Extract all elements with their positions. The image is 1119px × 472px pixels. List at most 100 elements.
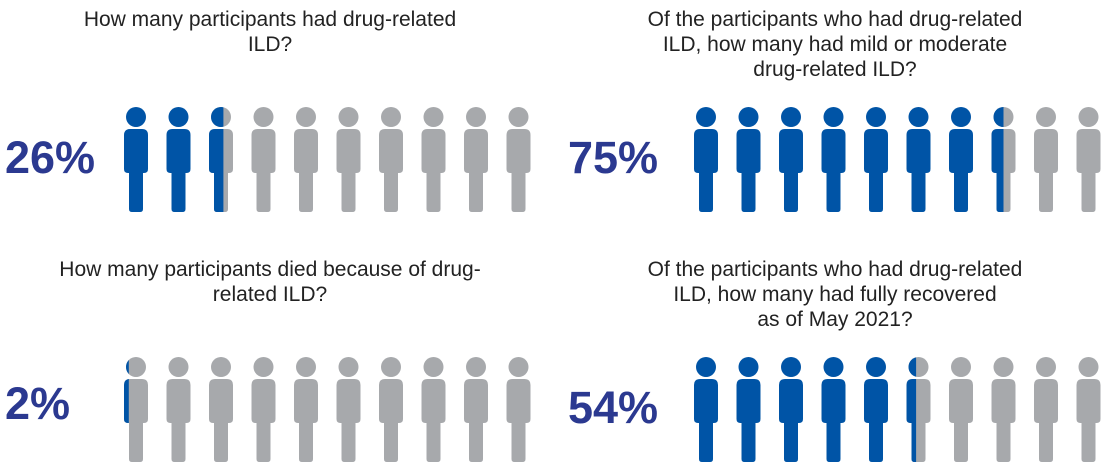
- person-head: [296, 107, 316, 127]
- question-line: Of the participants who had drug-related: [647, 258, 1023, 281]
- person-body: [166, 129, 191, 212]
- percent-label: 26%: [5, 132, 96, 183]
- person-icon-filled: [821, 357, 846, 462]
- person-body: [1076, 379, 1101, 462]
- person-icon-filled: [864, 357, 888, 462]
- person-head: [338, 107, 359, 127]
- panel-mild-moderate-ild: Of the participants who had drug-related…: [565, 7, 1105, 222]
- person-icon-empty: [379, 357, 403, 462]
- person-head: [253, 107, 274, 127]
- person-body: [906, 379, 917, 462]
- person-icon-filled: [949, 107, 973, 212]
- person-icon-filled: [736, 357, 761, 462]
- question-line: How many participants had drug-related: [83, 8, 457, 31]
- person-body: [1076, 129, 1101, 212]
- person-head: [823, 357, 844, 377]
- panel-drug-related-ild: How many participants had drug-related I…: [0, 7, 540, 222]
- question-line: ILD?: [247, 33, 293, 56]
- person-body: [506, 129, 531, 212]
- person-icon-empty: [464, 357, 488, 462]
- person-icon-empty: [379, 107, 403, 212]
- person-body: [906, 129, 931, 212]
- person-icon-empty: [294, 357, 318, 462]
- person-icon-empty: [949, 357, 973, 462]
- person-head: [781, 357, 801, 377]
- person-body: [821, 379, 846, 462]
- person-fill-portion: [124, 360, 129, 423]
- panel-died-ild: How many participants died because of dr…: [0, 257, 540, 472]
- person-icon-filled: [821, 107, 846, 212]
- person-body: [694, 379, 718, 462]
- person-body: [251, 129, 276, 212]
- person-head: [696, 357, 716, 377]
- question-line: ILD, how many had mild or moderate: [662, 33, 1008, 56]
- person-icon-empty: [1076, 107, 1101, 212]
- person-icon-filled: [166, 107, 191, 212]
- question-line: How many participants died because of dr…: [59, 258, 481, 281]
- person-body: [864, 379, 888, 462]
- person-fill-portion: [991, 107, 1004, 212]
- people-pictograph: [694, 357, 1101, 462]
- person-body: [1034, 129, 1058, 212]
- panel-question: How many participants had drug-related I…: [0, 7, 540, 57]
- question-line: related ILD?: [212, 283, 328, 306]
- person-head: [738, 357, 759, 377]
- question-line: as of May 2021?: [757, 308, 913, 331]
- person-body: [421, 129, 446, 212]
- person-body: [736, 379, 761, 462]
- panel-question: Of the participants who had drug-related…: [565, 257, 1105, 332]
- person-head: [381, 357, 401, 377]
- person-head: [738, 107, 759, 127]
- person-body: [251, 379, 276, 462]
- person-body: [779, 379, 803, 462]
- person-head: [211, 357, 231, 377]
- person-head: [508, 357, 529, 377]
- person-head: [211, 107, 224, 127]
- question-line: Of the participants who had drug-related: [647, 8, 1023, 31]
- person-icon-empty: [421, 357, 446, 462]
- person-icon-empty: [1034, 107, 1058, 212]
- person-body: [421, 379, 446, 462]
- person-head: [866, 107, 886, 127]
- person-head: [696, 107, 716, 127]
- person-head: [1078, 107, 1099, 127]
- person-head: [126, 360, 129, 374]
- person-body: [336, 379, 361, 462]
- person-body: [736, 129, 761, 212]
- person-body: [949, 129, 973, 212]
- person-icon-filled: [906, 107, 931, 212]
- person-head: [951, 357, 971, 377]
- person-fill-portion: [209, 107, 224, 212]
- person-head: [423, 107, 444, 127]
- person-head: [993, 357, 1014, 377]
- person-body: [336, 129, 361, 212]
- person-icon-empty: [336, 107, 361, 212]
- person-icon-empty: [209, 357, 233, 462]
- person-icon-empty: [1076, 357, 1101, 462]
- person-head: [1036, 357, 1056, 377]
- people-pictograph: [124, 357, 531, 462]
- person-body: [821, 129, 846, 212]
- person-body: [294, 129, 318, 212]
- person-body: [379, 129, 403, 212]
- person-icon-empty: [294, 107, 318, 212]
- person-icon-partial: [906, 357, 931, 462]
- person-icon-empty: [991, 357, 1016, 462]
- person-head: [466, 357, 486, 377]
- person-head: [908, 107, 929, 127]
- person-icon-empty: [506, 357, 531, 462]
- person-head: [823, 107, 844, 127]
- person-icon-empty: [251, 357, 276, 462]
- person-icon-filled: [736, 107, 761, 212]
- person-icon-empty: [464, 107, 488, 212]
- person-body: [209, 379, 233, 462]
- person-head: [993, 107, 1004, 127]
- person-head: [126, 357, 146, 377]
- person-head: [466, 107, 486, 127]
- person-body: [464, 379, 488, 462]
- person-icon-filled: [694, 357, 718, 462]
- person-body: [379, 379, 403, 462]
- question-line: ILD, how many had fully recovered: [673, 283, 997, 306]
- person-body: [949, 379, 973, 462]
- person-icon-empty: [506, 107, 531, 212]
